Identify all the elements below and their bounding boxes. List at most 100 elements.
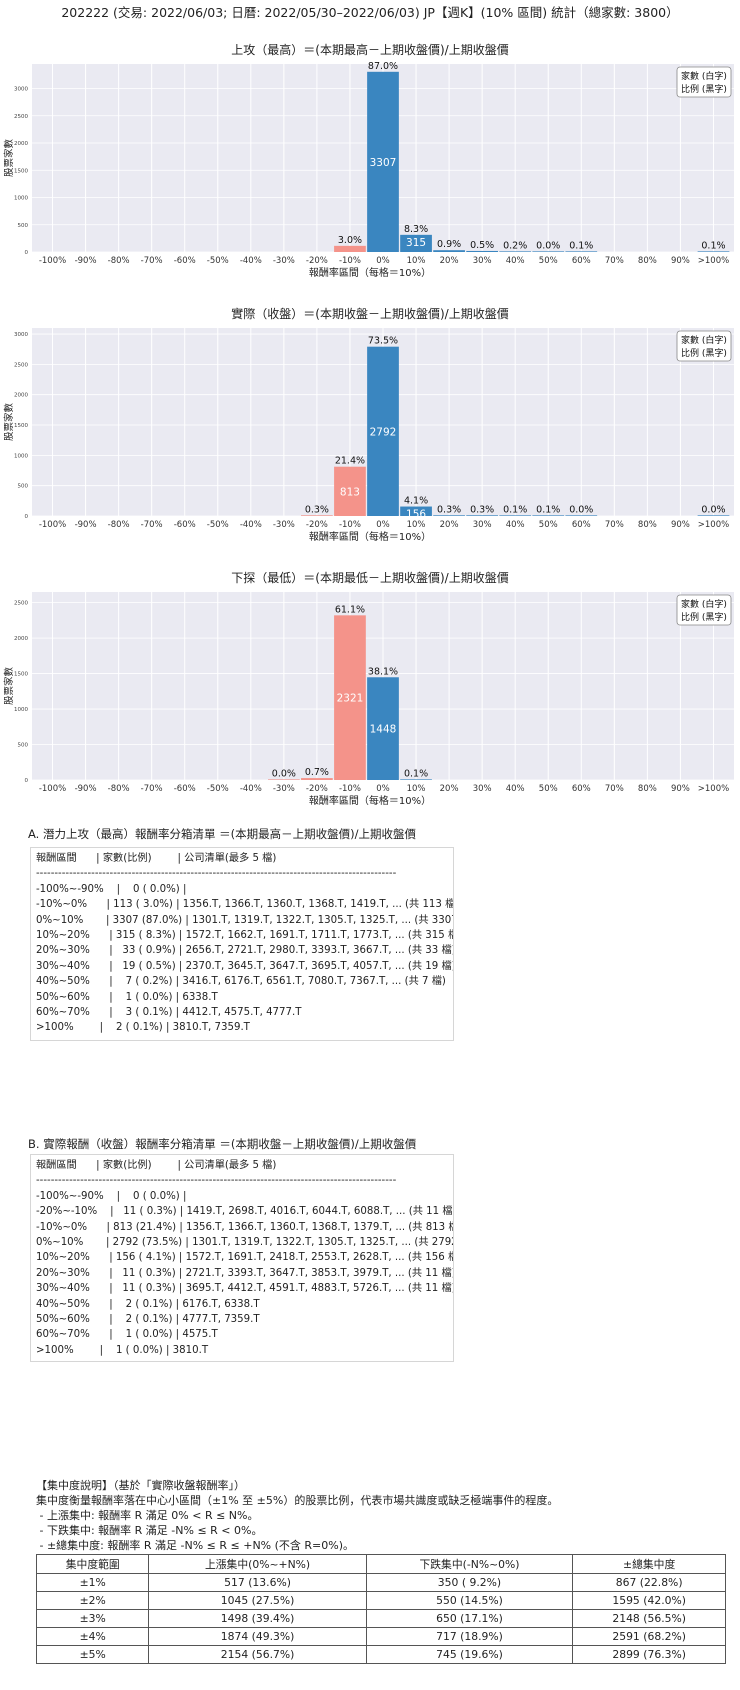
bar [565,251,598,252]
x-tick-label: 40% [506,256,525,266]
table-cell: ±5% [35,1645,150,1664]
bar [400,779,432,780]
list-line: >100% | 2 ( 0.1%) | 3810.T, 7359.T [36,1022,250,1034]
x-tick-label: 70% [605,520,624,530]
table-header: 上漲集中(0%~+N%) [148,1554,367,1574]
x-tick-label: -90% [75,256,97,266]
bar-count-label: 156 [406,509,426,521]
x-tick-label: 80% [638,520,657,530]
x-tick-label: -20% [306,256,328,266]
list-line: 0%~10% | 3307 (87.0%) | 1301.T, 1319.T, … [36,914,454,926]
concentration-heading: 【集中度說明】（基於「實際收盤報酬率」） [36,1479,245,1492]
x-tick-label: 60% [572,784,591,794]
table-cell: 517 (13.6%) [148,1573,367,1592]
x-tick-label: 50% [539,784,558,794]
concentration-line: - ±總集中度: 報酬率 R 滿足 -N% ≤ R ≤ +N% (不含 R=0%… [36,1539,355,1552]
x-tick-label: 20% [440,784,459,794]
bar [466,515,499,516]
table-row: ±3% 1498 (39.4%) 650 (17.1%) 2148 (56.5%) [35,1609,726,1628]
bar-pct-label: 0.3% [305,504,329,515]
x-tick-label: -40% [240,256,262,266]
x-tick-label: -70% [141,520,163,530]
table-row: ±2% 1045 (27.5%) 550 (14.5%) 1595 (42.0%) [35,1591,726,1610]
table-cell: 2591 (68.2%) [572,1627,726,1646]
x-tick-label: 20% [440,256,459,266]
y-tick-label: 2500 [14,601,28,607]
x-tick-label: -30% [273,784,295,794]
list-line: 20%~30% | 33 ( 0.9%) | 2656.T, 2721.T, 2… [36,945,454,957]
x-tick-label: -70% [141,784,163,794]
x-tick-label: 0% [376,520,390,530]
bar-pct-label: 61.1% [335,604,365,615]
x-tick-label: 20% [440,520,459,530]
y-tick-label: 1500 [14,423,28,429]
y-tick-label: 2500 [14,114,28,120]
x-tick-label: -40% [240,520,262,530]
bar [466,250,499,252]
bar-count-label: 2321 [337,693,364,705]
y-tick-label: 0 [25,250,29,256]
y-tick-label: 1500 [14,168,28,174]
x-axis-label: 報酬率區間（每格＝10%） [309,266,431,279]
table-header: 下跌集中(-N%~0%) [365,1554,574,1574]
bar [301,515,333,516]
bar-pct-label: 8.3% [404,224,428,235]
legend-box [676,594,732,626]
table-header: ±總集中度 [572,1554,726,1574]
bar-pct-label: 0.1% [569,240,593,251]
x-tick-label: -60% [174,520,196,530]
list-line: 60%~70% | 3 ( 0.1%) | 4412.T, 4575.T, 47… [36,1006,302,1018]
bar [400,234,432,252]
x-tick-label: >100% [698,784,729,794]
bar [367,677,399,780]
bar [334,245,366,252]
table-cell: 650 (17.1%) [365,1609,574,1628]
x-tick-label: 90% [671,784,690,794]
list-line: >100% | 1 ( 0.0%) | 3810.T [36,1344,209,1356]
list-a-box: 報酬區間 | 家數(比例) | 公司清單(最多 5 檔) ------------… [30,847,454,1041]
y-tick-label: 1500 [14,672,28,678]
list-b-box: 報酬區間 | 家數(比例) | 公司清單(最多 5 檔) ------------… [30,1154,454,1362]
y-tick-label: 500 [18,743,29,749]
table-cell: 1498 (39.4%) [148,1609,367,1628]
legend-entry: 比例 (黑字) [681,83,727,95]
bar [334,466,366,516]
table-cell: 1874 (49.3%) [148,1627,367,1646]
chart-title: 實際（收盤）＝(本期收盤－上期收盤價)/上期收盤價 [231,306,508,321]
x-tick-label: -60% [174,256,196,266]
list-line: ----------------------------------------… [36,868,397,880]
y-axis-label: 股票家數 [3,139,15,178]
x-tick-label: 0% [376,256,390,266]
x-tick-label: -90% [75,784,97,794]
y-tick-label: 2000 [14,141,28,147]
x-tick-label: -20% [306,520,328,530]
list-line: -10%~0% | 813 (21.4%) | 1356.T, 1366.T, … [36,1221,454,1233]
bar [697,251,730,252]
bar-pct-label: 0.1% [503,504,527,515]
legend-entry: 家數 (白字) [681,598,727,610]
bar-pct-label: 73.5% [368,336,398,347]
list-line: 10%~20% | 156 ( 4.1%) | 1572.T, 1691.T, … [36,1252,454,1264]
bar [334,615,366,780]
bar [400,506,432,516]
y-tick-label: 0 [25,514,29,520]
bar [565,515,598,516]
table-cell: 550 (14.5%) [365,1591,574,1610]
x-tick-label: 50% [539,256,558,266]
chart-actual-close: 實際（收盤）＝(本期收盤－上期收盤價)/上期收盤價 0 500 1000 1500 200… [3,306,734,543]
bar [301,778,333,780]
x-tick-label: -50% [207,256,229,266]
legend-box [676,66,732,98]
x-tick-label: 90% [671,520,690,530]
concentration-line: - 下跌集中: 報酬率 R 滿足 -N% ≤ R < 0%。 [36,1524,263,1537]
x-tick-label: -80% [108,520,130,530]
bar [433,250,465,252]
list-b-title: B. 實際報酬（收盤）報酬率分箱清單 ＝(本期收盤－上期收盤價)/上期收盤價 [28,1137,417,1151]
list-line: -100%~-90% | 0 ( 0.0%) | [36,1190,187,1202]
list-line: 40%~50% | 2 ( 0.1%) | 6176.T, 6338.T [36,1298,260,1310]
bar [367,346,399,516]
bar [433,515,465,516]
page-title: 202222 (交易: 2022/06/03; 日曆: 2022/05/30–2… [61,5,679,20]
list-line: 報酬區間 | 家數(比例) | 公司清單(最多 5 檔) [36,853,277,864]
list-line: 0%~10% | 2792 (73.5%) | 1301.T, 1319.T, … [36,1236,454,1248]
